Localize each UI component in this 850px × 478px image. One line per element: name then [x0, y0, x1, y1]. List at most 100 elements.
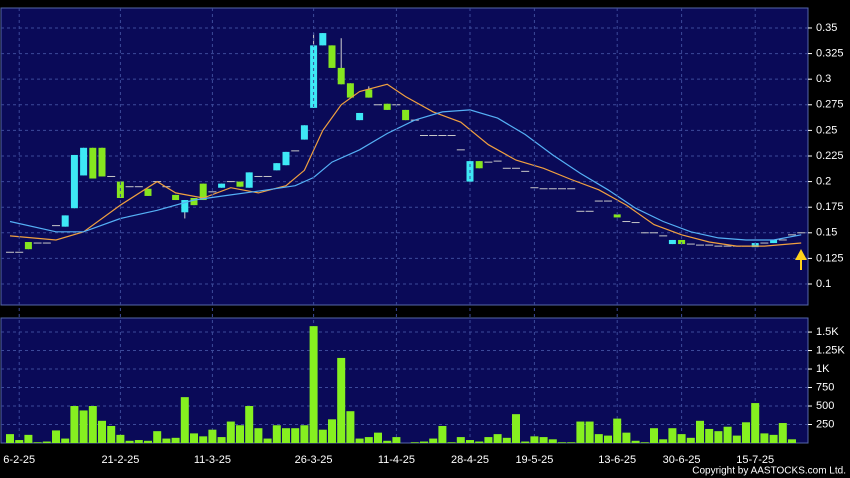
volume-bar — [328, 419, 336, 443]
volume-bar — [659, 439, 668, 443]
candle-body — [300, 125, 308, 140]
x-tick-label: 30-6-25 — [663, 454, 701, 466]
y-tick-label: 1.5K — [816, 326, 839, 338]
volume-bar — [199, 436, 208, 443]
candle-body — [70, 154, 78, 209]
x-tick-label: 26-3-25 — [295, 454, 333, 466]
volume-bar — [429, 438, 438, 443]
candle-body — [365, 89, 373, 98]
volume-bar — [539, 437, 548, 443]
volume-bar — [263, 438, 272, 443]
y-tick-label: 0.175 — [816, 201, 844, 213]
volume-bar — [254, 428, 263, 443]
volume-bar — [291, 428, 300, 443]
volume-bar — [33, 442, 42, 443]
candle-body — [218, 183, 226, 188]
candle-body — [356, 112, 364, 121]
volume-bar — [631, 440, 640, 443]
y-tick-label: 0.3 — [816, 73, 831, 85]
candle-body — [328, 45, 336, 68]
moving-average-line — [9, 109, 802, 241]
candle-body — [144, 188, 152, 196]
volume-bar — [732, 435, 741, 443]
volume-bar — [521, 441, 530, 443]
volume-bar — [567, 442, 576, 443]
x-tick-label: 11-4-25 — [378, 454, 415, 466]
candle-body — [190, 197, 198, 206]
x-tick-label: 6-2-25 — [3, 454, 35, 466]
volume-bar — [650, 428, 658, 443]
volume-bar — [640, 442, 649, 443]
volume-bar — [512, 414, 520, 443]
volume-bar — [88, 406, 97, 443]
x-tick-label: 13-6-25 — [598, 454, 636, 466]
volume-bar — [70, 406, 79, 443]
x-tick-label: 11-3-25 — [194, 454, 231, 466]
candle-body — [89, 147, 97, 179]
candle-body — [245, 172, 253, 188]
volume-bar — [134, 440, 143, 443]
volume-bar — [558, 442, 566, 443]
volume-bar — [180, 397, 189, 443]
volume-bar — [217, 437, 226, 443]
y-tick-label: 0.25 — [816, 124, 837, 136]
volume-bar — [594, 434, 603, 443]
volume-bar — [613, 418, 622, 443]
y-tick-label: 750 — [816, 381, 834, 393]
volume-bar — [6, 434, 14, 443]
x-tick-label: 15-7-25 — [736, 454, 774, 466]
y-tick-label: 500 — [816, 400, 834, 412]
y-tick-label: 0.325 — [816, 47, 844, 59]
volume-bar — [622, 432, 631, 443]
y-tick-label: 0.1 — [816, 278, 831, 290]
candle-body — [273, 163, 281, 171]
y-tick-label: 0.125 — [816, 252, 844, 264]
x-tick-label: 21-2-25 — [101, 454, 139, 466]
volume-bar — [410, 442, 419, 443]
volume-bar — [374, 432, 382, 443]
volume-bar — [447, 442, 456, 443]
volume-bar — [696, 420, 704, 443]
plot-layer: 0.1 0.125 0.15 0.175 0.2 0.225 0.25 0.275 0.3 0.3… — [1, 8, 845, 466]
candle-body — [236, 181, 244, 187]
volume-bar — [346, 411, 355, 443]
volume-bar — [769, 434, 778, 443]
volume-bar — [723, 426, 732, 443]
volume-bar — [751, 403, 760, 443]
y-tick-label: 0.35 — [816, 22, 837, 34]
volume-bar — [475, 441, 484, 443]
candle-body — [80, 147, 88, 176]
volume-bar — [502, 437, 511, 443]
volume-bar — [420, 441, 428, 443]
volume-bar — [466, 440, 474, 443]
volume-bar — [300, 425, 309, 443]
volume-bar — [42, 441, 51, 443]
candle-body — [319, 33, 327, 46]
candle-body — [475, 161, 483, 169]
volume-panel — [0, 317, 809, 444]
volume-bar — [686, 437, 695, 443]
volume-bar — [788, 439, 796, 443]
volume-bar — [760, 433, 769, 443]
candle-body — [282, 151, 290, 166]
volume-bar — [153, 431, 162, 443]
candle-body — [613, 214, 621, 218]
x-tick-label: 19-5-25 — [515, 454, 553, 466]
candle-body — [98, 147, 106, 177]
volume-bar — [392, 437, 401, 443]
volume-bar — [98, 420, 106, 443]
candle-body — [181, 200, 189, 213]
volume-bar — [171, 437, 180, 443]
volume-bar — [282, 428, 290, 443]
copyright: Copyright by AASTOCKS.com Ltd. — [692, 466, 846, 477]
candle-body — [668, 239, 676, 245]
volume-bar — [52, 430, 60, 443]
volume-bar — [236, 425, 244, 443]
candle-body — [402, 109, 410, 121]
volume-bar — [226, 421, 235, 443]
volume-bar — [208, 429, 217, 443]
volume-bar — [668, 428, 677, 443]
candle-body — [199, 183, 207, 201]
moving-average-line — [9, 83, 802, 247]
